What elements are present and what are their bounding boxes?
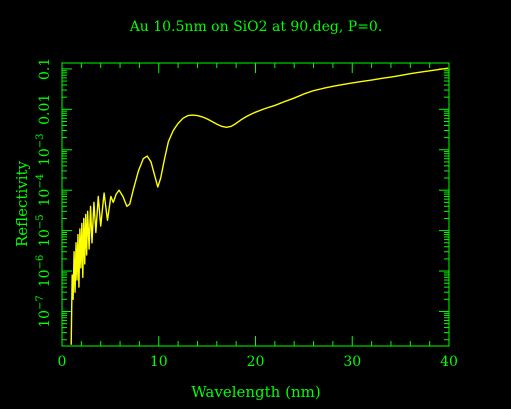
y-tick-label-mantissa: 0.1 (37, 58, 53, 80)
y-tick-label-exponent: −6 (35, 255, 46, 270)
y-tick-label: 0.01 (37, 94, 53, 125)
y-tick-label: 10−5 (35, 214, 53, 247)
x-axis: 0 10 20 30 40 (58, 63, 458, 370)
x-tick-label: 20 (247, 354, 265, 370)
y-tick-label-mantissa: 10 (37, 148, 53, 166)
y-tick-label-exponent: −7 (35, 295, 46, 310)
x-axis-label: Wavelength (nm) (191, 383, 320, 401)
y-axis: 10−710−610−510−410−30.010.1 (35, 58, 449, 341)
y-tick-label-exponent: −5 (35, 214, 46, 229)
y-axis-label: Reflectivity (13, 160, 31, 247)
x-tick-label: 10 (150, 354, 168, 370)
y-tick-label: 10−4 (35, 174, 53, 207)
reflectivity-series-line (70, 67, 449, 345)
y-tick-label-exponent: −4 (35, 174, 46, 189)
y-tick-label: 10−3 (35, 133, 53, 166)
x-tick-label: 40 (440, 354, 458, 370)
y-tick-label-mantissa: 0.01 (37, 94, 53, 125)
x-tick-label: 30 (343, 354, 361, 370)
y-tick-label-mantissa: 10 (37, 229, 53, 247)
y-tick-label-mantissa: 10 (37, 270, 53, 288)
chart-title: Au 10.5nm on SiO2 at 90.deg, P=0. (129, 19, 383, 35)
y-tick-label-exponent: −3 (35, 133, 46, 148)
y-tick-label: 10−6 (35, 255, 53, 288)
y-tick-label: 10−7 (35, 295, 53, 328)
x-tick-label: 0 (58, 354, 67, 370)
y-tick-label-mantissa: 10 (37, 310, 53, 328)
y-tick-label-mantissa: 10 (37, 189, 53, 207)
y-tick-label: 0.1 (37, 58, 53, 80)
series-layer (70, 67, 449, 345)
